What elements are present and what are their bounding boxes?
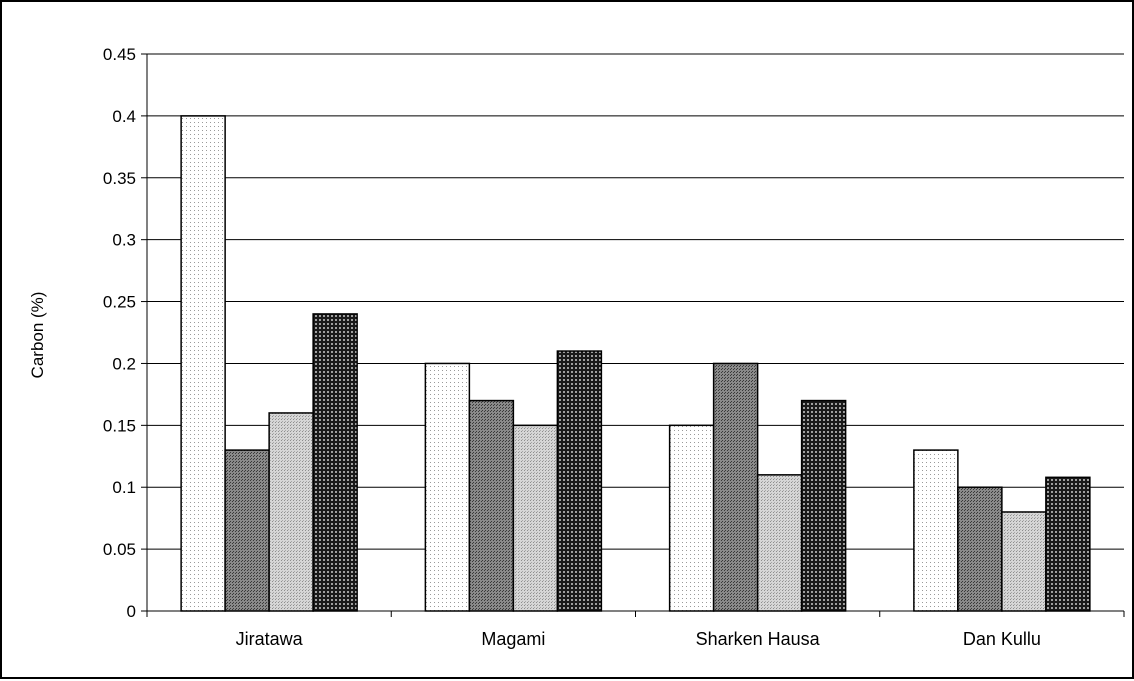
bar [512, 424, 559, 612]
y-tick-label: 0 [127, 602, 136, 621]
y-tick-label: 0.15 [103, 416, 136, 435]
y-tick-label: 0.2 [112, 354, 136, 373]
y-tick-label: 0.35 [103, 169, 136, 188]
x-category-label: Sharken Hausa [696, 629, 821, 649]
bar [756, 474, 803, 612]
bar [556, 350, 603, 612]
bar [668, 424, 715, 612]
bar [1001, 511, 1047, 612]
x-category-label: Dan Kullu [963, 629, 1041, 649]
bar [1045, 476, 1091, 612]
bars [180, 115, 1091, 612]
y-tick-label: 0.05 [103, 540, 136, 559]
y-tick-label: 0.45 [103, 45, 136, 64]
bar [800, 399, 847, 612]
bar [468, 399, 515, 612]
bar [180, 115, 226, 612]
bar [957, 486, 1003, 612]
bar [424, 362, 471, 612]
x-category-label: Jiratawa [236, 629, 304, 649]
bar [268, 412, 314, 612]
y-tick-label: 0.4 [112, 107, 136, 126]
y-tick-label: 0.3 [112, 231, 136, 250]
bar [712, 362, 759, 612]
x-category-label: Magami [481, 629, 545, 649]
bar [224, 449, 270, 612]
y-tick-label: 0.1 [112, 478, 136, 497]
bar [312, 313, 358, 612]
y-tick-label: 0.25 [103, 293, 136, 312]
bar [913, 449, 959, 612]
axis-labels: 0 0.05 0.1 0.15 0.2 0.25 0.3 0.35 0.4 0.45 Jirataw… [103, 45, 1041, 649]
y-axis-title: Carbon (%) [28, 292, 47, 379]
